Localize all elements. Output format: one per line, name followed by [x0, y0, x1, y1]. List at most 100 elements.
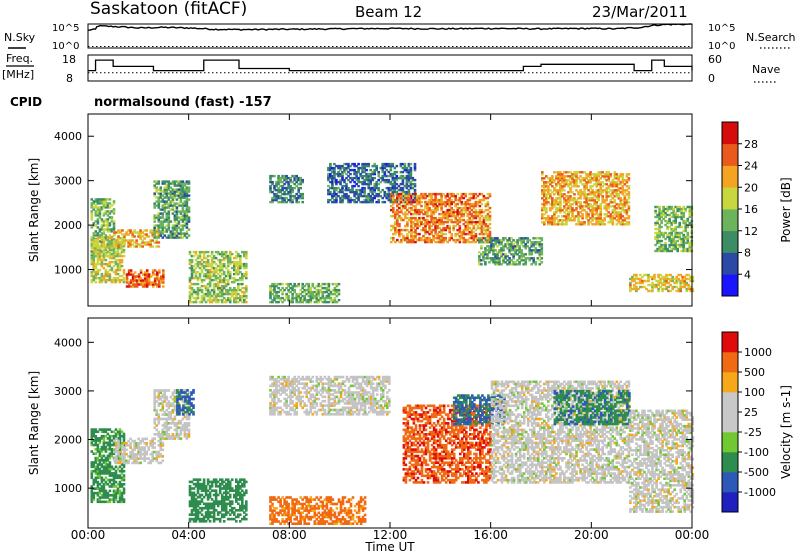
echo-cell	[424, 194, 427, 198]
echo-cell	[245, 250, 248, 254]
echo-cell	[577, 223, 580, 226]
echo-cell	[476, 214, 480, 218]
echo-cell	[228, 252, 232, 256]
echo-cell	[90, 465, 94, 469]
echo-cell	[674, 241, 677, 245]
echo-cell	[599, 181, 602, 184]
echo-cell	[106, 478, 110, 482]
echo-cell	[275, 182, 278, 186]
echo-cell	[160, 275, 163, 278]
echo-cell	[114, 480, 118, 484]
echo-cell	[458, 196, 462, 200]
echo-cell	[543, 213, 546, 216]
echo-cell	[169, 186, 173, 189]
echo-cell	[153, 180, 156, 183]
echo-cell	[563, 199, 566, 202]
echo-cell	[157, 196, 161, 199]
echo-cell	[605, 187, 608, 190]
echo-cell	[404, 194, 407, 198]
echo-cell	[106, 220, 110, 223]
echo-cell	[569, 177, 572, 180]
echo-cell	[466, 218, 470, 222]
echo-cell	[100, 242, 104, 246]
echo-cell	[424, 196, 427, 200]
echo-cell	[120, 240, 124, 244]
echo-cell	[407, 174, 411, 178]
echo-cell	[295, 296, 298, 300]
echo-cell	[399, 162, 403, 166]
echo-cell	[389, 182, 393, 186]
echo-cell	[631, 277, 634, 281]
echo-cell	[387, 174, 391, 178]
echo-cell	[666, 233, 669, 237]
echo-cell	[96, 222, 100, 225]
echo-cell	[118, 262, 122, 266]
echo-cell	[567, 213, 570, 216]
echo-cell	[169, 234, 173, 237]
echo-cell	[438, 218, 441, 222]
echo-cell	[587, 199, 590, 202]
echo-cell	[179, 230, 183, 233]
echo-cell	[686, 233, 690, 237]
echo-cell	[369, 196, 372, 200]
echo-cell	[331, 182, 334, 186]
echo-cell	[591, 213, 594, 216]
echo-cell	[275, 282, 278, 286]
echo-cell	[173, 184, 177, 187]
echo-cell	[345, 162, 348, 166]
echo-cell	[179, 200, 183, 203]
echo-cell	[504, 237, 507, 240]
echo-cell	[333, 296, 337, 300]
echo-cell	[345, 188, 348, 192]
echo-cell	[100, 459, 104, 462]
echo-cell	[593, 199, 596, 202]
echo-cell	[593, 201, 596, 204]
echo-cell	[663, 279, 666, 283]
echo-cell	[167, 184, 171, 187]
echo-cell	[394, 192, 397, 196]
echo-cell	[156, 279, 159, 282]
echo-cell	[123, 241, 126, 244]
echo-cell	[418, 232, 421, 236]
echo-cell	[678, 205, 681, 209]
echo-cell	[275, 198, 278, 202]
echo-cell	[589, 221, 592, 224]
echo-cell	[104, 206, 108, 209]
freq-label-line2: [MHz]	[2, 68, 34, 81]
echo-cell	[426, 200, 429, 204]
echo-cell	[179, 210, 183, 213]
echo-cell	[541, 203, 544, 206]
echo-cell	[194, 298, 198, 302]
echo-cell	[561, 181, 564, 184]
echo-cell	[167, 226, 171, 229]
echo-cell	[410, 230, 413, 234]
echo-cell	[165, 202, 169, 205]
echo-cell	[672, 219, 675, 223]
echo-cell	[273, 186, 276, 190]
echo-cell	[498, 257, 501, 260]
echo-cell	[543, 209, 546, 212]
echo-cell	[355, 200, 358, 204]
echo-cell	[379, 180, 382, 184]
echo-cell	[681, 277, 684, 281]
echo-cell	[404, 204, 407, 208]
echo-cell	[143, 237, 146, 240]
echo-cell	[273, 188, 276, 192]
echo-cell	[557, 189, 560, 192]
echo-cell	[375, 164, 378, 168]
echo-cell	[273, 192, 276, 196]
echo-cell	[460, 192, 464, 196]
echo-cell	[375, 200, 378, 204]
echo-cell	[639, 285, 642, 289]
echo-cell	[106, 214, 110, 217]
echo-cell	[96, 254, 100, 258]
echo-cell	[102, 212, 106, 215]
echo-cell	[599, 183, 602, 186]
echo-cell	[147, 283, 151, 286]
echo-cell	[569, 211, 572, 214]
echo-cell	[220, 272, 224, 276]
echo-cell	[297, 282, 300, 286]
echo-cell	[329, 164, 332, 168]
echo-cell	[553, 201, 556, 204]
echo-cell	[581, 179, 584, 182]
